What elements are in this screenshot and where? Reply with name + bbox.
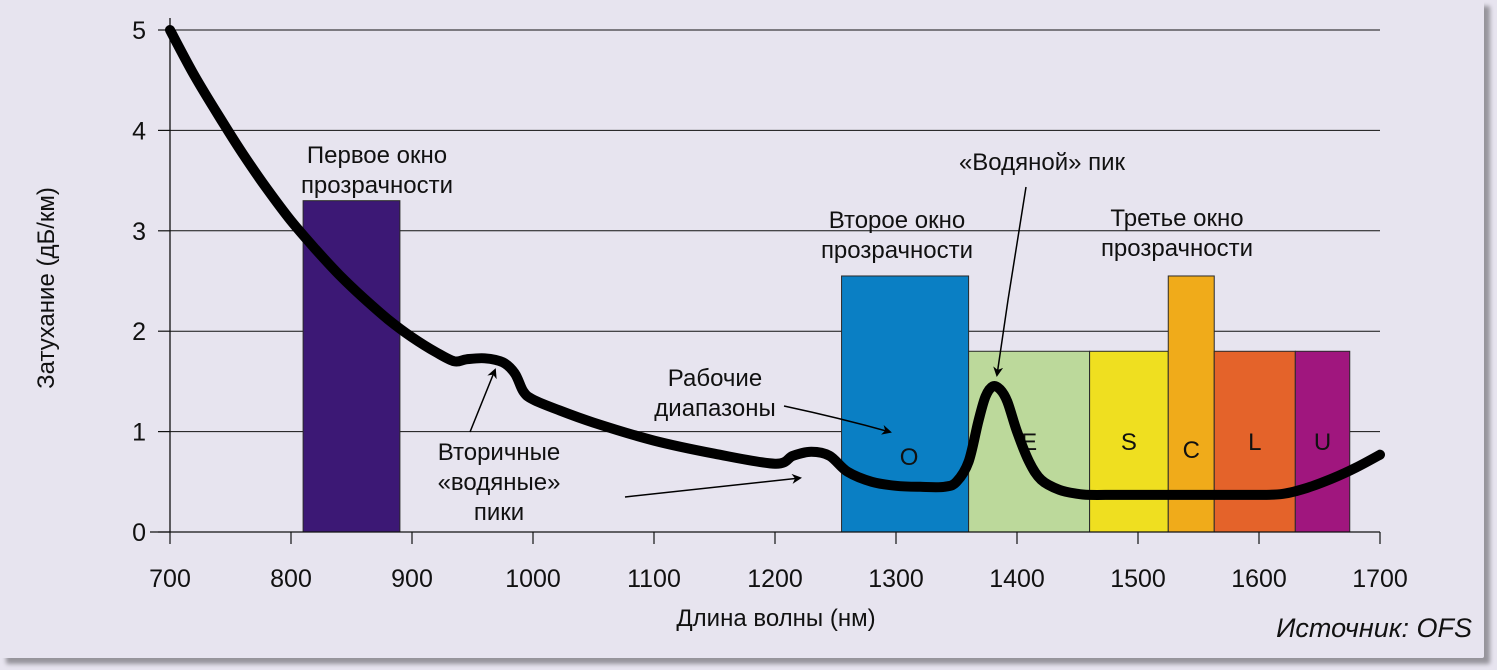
x-tick-label: 1400 bbox=[989, 565, 1045, 593]
annotation-layer: Первое окно прозрачности Второе окно прозра… bbox=[301, 142, 1253, 526]
first-window-label: прозрачности bbox=[301, 172, 453, 199]
band-S bbox=[1089, 350, 1169, 533]
y-tick-label: 1 bbox=[132, 419, 146, 447]
secondary-peak-arrow-1 bbox=[469, 368, 497, 433]
y-tick-label: 5 bbox=[132, 17, 146, 45]
secondary-water-peaks-label: пики bbox=[474, 499, 524, 526]
x-tick-label: 1500 bbox=[1110, 565, 1166, 593]
second-window-label: Второе окно bbox=[829, 207, 965, 234]
water-peak-arrow bbox=[993, 186, 1027, 377]
x-tick-label: 900 bbox=[391, 565, 433, 593]
band-label-C: C bbox=[1183, 437, 1200, 464]
band-label-L: L bbox=[1248, 429, 1261, 456]
secondary-water-peaks-label: Вторичные bbox=[438, 439, 560, 466]
second-window-label: прозрачности bbox=[821, 237, 973, 264]
operating-bands-arrow bbox=[783, 405, 892, 435]
y-tick-label: 0 bbox=[132, 519, 146, 547]
x-tick-label: 1300 bbox=[868, 565, 924, 593]
band-label-U: U bbox=[1314, 429, 1331, 456]
attenuation-curve bbox=[165, 25, 1385, 500]
curve-layer bbox=[165, 25, 1385, 500]
x-tick-label: 800 bbox=[270, 565, 312, 593]
axis-layer: 0 1 2 3 4 5 700 800 900 1000 1100 1200 1300 1400 1500 1… bbox=[132, 17, 1408, 593]
secondary-peak-arrow-2 bbox=[624, 473, 802, 498]
x-tick-label: 1700 bbox=[1352, 565, 1408, 593]
band-E bbox=[968, 350, 1091, 533]
water-peak-label: «Водяной» пик bbox=[959, 149, 1126, 176]
x-axis-title: Длина волны (нм) bbox=[676, 605, 875, 632]
secondary-water-peaks-label: «водяные» bbox=[438, 469, 561, 496]
y-tick-label: 4 bbox=[132, 117, 146, 145]
x-tick-label: 1600 bbox=[1231, 565, 1287, 593]
y-tick-label: 3 bbox=[132, 218, 146, 246]
third-window-label: Третье окно bbox=[1110, 205, 1243, 232]
first-window-label: Первое окно bbox=[307, 142, 447, 169]
third-window-label: прозрачности bbox=[1101, 235, 1253, 262]
source-note: Источник: OFS bbox=[1276, 613, 1472, 643]
y-axis-title: Затухание (дБ/км) bbox=[33, 187, 60, 389]
x-tick-label: 1100 bbox=[627, 565, 681, 593]
band-L bbox=[1213, 350, 1296, 533]
y-tick-label: 2 bbox=[132, 318, 146, 346]
operating-bands-label: Рабочие bbox=[668, 365, 762, 392]
band-label-O: O bbox=[900, 444, 919, 471]
band-label-S: S bbox=[1121, 429, 1137, 456]
operating-bands-label: диапазоны bbox=[654, 395, 775, 422]
band-C bbox=[1167, 275, 1215, 533]
x-tick-label: 700 bbox=[149, 565, 191, 593]
band-O bbox=[841, 275, 970, 533]
x-tick-label: 1000 bbox=[505, 565, 561, 593]
x-tick-label: 1200 bbox=[747, 565, 803, 593]
band-U bbox=[1294, 350, 1351, 533]
